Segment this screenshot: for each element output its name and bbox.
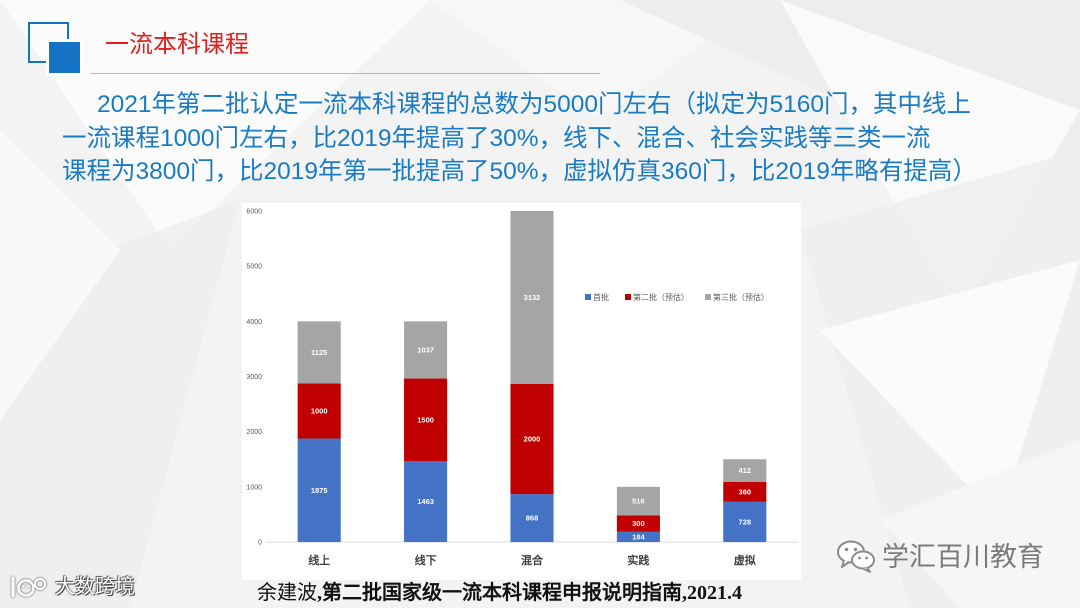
data-label: 1037 (417, 346, 434, 355)
x-tick-label: 混合 (521, 553, 544, 567)
data-label: 868 (526, 514, 539, 523)
corner-brand-watermark: 大数跨境 (55, 576, 135, 598)
data-label: 1125 (311, 348, 327, 357)
data-label: 1463 (417, 497, 434, 506)
wechat-brand-watermark: 学汇百川教育 (882, 542, 1044, 572)
data-label: 360 (739, 488, 752, 497)
bar-segment (404, 461, 448, 542)
corner-brand-logo-icon (11, 576, 47, 598)
data-label: 1500 (417, 416, 434, 425)
data-label: 2000 (524, 435, 541, 444)
x-tick-label: 虚拟 (734, 553, 756, 567)
bar-segment (616, 486, 660, 516)
caption-author: 余建波 (257, 582, 317, 604)
x-tick-label: 实践 (627, 553, 649, 567)
bar-segment (510, 494, 554, 542)
bar-segment (616, 515, 660, 532)
legend-marker (585, 294, 591, 300)
source-caption: 余建波,第二批国家级一流本科课程申报说明指南,2021.4 (257, 581, 742, 605)
bar-segment (723, 459, 767, 482)
bar-segment (404, 378, 448, 462)
paragraph-line: 2021年第二批认定一流本科课程的总数为5000门左右（拟定为5160门，其中线… (97, 91, 972, 118)
slide-title: 一流本科课程 (105, 31, 249, 58)
wechat-icon (837, 540, 875, 573)
data-label: 1000 (311, 407, 328, 416)
title-divider (90, 73, 600, 74)
summary-paragraph: 2021年第二批认定一流本科课程的总数为5000门左右（拟定为5160门，其中线… (62, 88, 977, 189)
stacked-bar-chart: 0 1000 2000 3000 4000 5000 6000 1875 1000 1125 线上 1… (242, 203, 801, 580)
bar-segment (297, 383, 341, 439)
y-tick-label: 5000 (246, 264, 262, 271)
data-label: 300 (632, 519, 645, 528)
x-tick-label: 线下 (415, 553, 437, 567)
legend-marker (625, 294, 631, 300)
paragraph-line: 一流课程1000门左右，比2019年提高了30%，线下、混合、社会实践等三类一流 (62, 124, 931, 152)
x-tick-label: 线上 (308, 553, 330, 567)
bar-segment (510, 383, 554, 495)
paragraph-line: 课程为3800门，比2019年第一批提高了50%，虚拟仿真360门，比2019年… (62, 158, 977, 185)
legend-marker (705, 294, 711, 300)
legend-label: 首批 (593, 292, 609, 302)
data-label: 184 (632, 533, 645, 542)
caption-source: ,第二批国家级一流本科课程申报说明指南,2021.4 (317, 582, 742, 604)
bar-segment (297, 321, 341, 384)
bar-segment (723, 481, 767, 502)
data-label: 516 (632, 497, 645, 506)
y-tick-label: 3000 (246, 374, 262, 381)
bar-segment (404, 321, 448, 379)
y-tick-label: 4000 (246, 319, 262, 326)
y-tick-label: 6000 (246, 209, 262, 216)
legend-label: 第二批（预估） (633, 292, 689, 302)
y-tick-label: 1000 (246, 484, 262, 491)
slide-logo-fill-icon (49, 42, 80, 73)
data-label: 3132 (524, 293, 541, 302)
data-label: 1875 (311, 486, 328, 495)
y-tick-label: 2000 (246, 429, 262, 436)
bar-segment (510, 211, 554, 384)
legend-label: 第三批（预估） (713, 292, 769, 302)
data-label: 728 (739, 518, 752, 527)
bar-segment (297, 438, 341, 542)
chart-canvas: 0 1000 2000 3000 4000 5000 6000 1875 1000 1125 线上 1… (246, 209, 798, 567)
bar-segment (723, 501, 767, 542)
data-label: 412 (739, 466, 752, 475)
bar-segment (616, 531, 660, 542)
y-tick-label: 0 (258, 540, 262, 547)
